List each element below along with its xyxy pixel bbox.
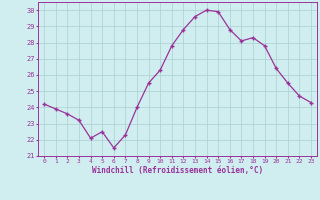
X-axis label: Windchill (Refroidissement éolien,°C): Windchill (Refroidissement éolien,°C) [92, 166, 263, 175]
